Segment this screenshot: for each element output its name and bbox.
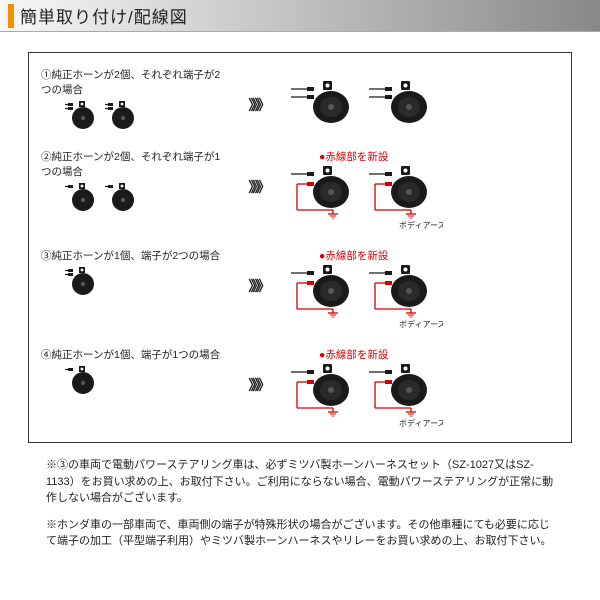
- arrow-icon: 》》》: [227, 347, 289, 395]
- original-config: ①純正ホーンが2個、それぞれ端子が2つの場合: [41, 67, 227, 131]
- aftermarket-horn-icon: [289, 364, 365, 428]
- header-accent-bar: [8, 4, 14, 28]
- row-caption: ①純正ホーンが2個、それぞれ端子が2つの場合: [41, 67, 227, 97]
- original-config: ④純正ホーンが1個、端子が1つの場合: [41, 347, 227, 396]
- new-config: ●赤線部を新設: [289, 149, 539, 230]
- original-config: ③純正ホーンが1個、端子が2つの場合: [41, 248, 227, 297]
- new-config: ●赤線部を新設: [289, 347, 539, 428]
- diagram-row: ④純正ホーンが1個、端子が1つの場合 》》》 ●赤線部を新設: [41, 347, 559, 428]
- row-caption: ③純正ホーンが1個、端子が2つの場合: [41, 248, 227, 263]
- content-area: ①純正ホーンが2個、それぞれ端子が2つの場合 》》》: [0, 32, 600, 556]
- aftermarket-horn-icon: [289, 265, 365, 329]
- original-horn-icon: [65, 101, 101, 131]
- aftermarket-horn-icon: [289, 81, 365, 127]
- red-wire-label: ●赤線部を新設: [289, 248, 539, 263]
- aftermarket-horn-icon: [289, 166, 365, 230]
- row-caption: ④純正ホーンが1個、端子が1つの場合: [41, 347, 227, 362]
- aftermarket-horn-icon: [367, 81, 443, 127]
- diagram-row: ②純正ホーンが2個、それぞれ端子が1つの場合 》》》 ●赤線部を新設: [41, 149, 559, 230]
- page-title: 簡単取り付け/配線図: [20, 3, 188, 28]
- row-caption: ②純正ホーンが2個、それぞれ端子が1つの場合: [41, 149, 227, 179]
- aftermarket-horn-icon: ボディアース: [367, 166, 443, 230]
- diagram-row: ③純正ホーンが1個、端子が2つの場合 》》》 ●赤線部を新設: [41, 248, 559, 329]
- new-config: ●赤線部を新設: [289, 248, 539, 329]
- original-horn-icon: [105, 101, 141, 131]
- original-horn-icon: [105, 183, 141, 213]
- aftermarket-horn-icon: ボディアース: [367, 265, 443, 329]
- red-wire-label: ●赤線部を新設: [289, 347, 539, 362]
- page-header: 簡単取り付け/配線図: [0, 0, 600, 32]
- diagram-box: ①純正ホーンが2個、それぞれ端子が2つの場合 》》》: [28, 52, 572, 443]
- footnote: ※③の車両で電動パワーステアリング車は、必ずミツバ製ホーンハーネスセット（SZ-…: [46, 457, 554, 507]
- original-horn-icon: [65, 183, 101, 213]
- svg-text:ボディアース: ボディアース: [399, 319, 443, 329]
- new-config: [289, 67, 539, 127]
- arrow-icon: 》》》: [227, 149, 289, 197]
- original-config: ②純正ホーンが2個、それぞれ端子が1つの場合: [41, 149, 227, 213]
- original-horn-icon: [65, 366, 101, 396]
- red-wire-label: ●赤線部を新設: [289, 149, 539, 164]
- original-horn-icon: [65, 267, 101, 297]
- aftermarket-horn-icon: ボディアース: [367, 364, 443, 428]
- arrow-icon: 》》》: [227, 67, 289, 115]
- diagram-row: ①純正ホーンが2個、それぞれ端子が2つの場合 》》》: [41, 67, 559, 131]
- svg-text:ボディアース: ボディアース: [399, 220, 443, 230]
- svg-text:ボディアース: ボディアース: [399, 418, 443, 428]
- footnote: ※ホンダ車の一部車両で、車両側の端子が特殊形状の場合がございます。その他車種にて…: [46, 517, 554, 550]
- arrow-icon: 》》》: [227, 248, 289, 296]
